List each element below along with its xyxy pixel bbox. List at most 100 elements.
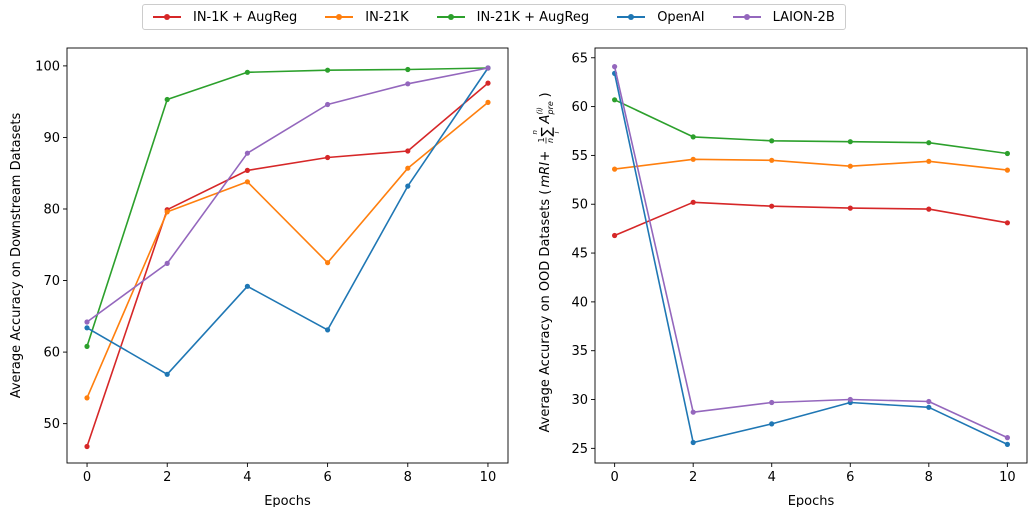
legend-label: OpenAI	[657, 9, 705, 25]
y-tick-label: 50	[571, 198, 588, 213]
y-tick-label: 80	[43, 202, 60, 217]
data-point	[690, 134, 696, 140]
ood-accuracy-chart: 0 2 4 6 8 10 25 30 35 40 45 50 55 60 65 Epochs Average A…	[531, 47, 1028, 507]
legend-label: IN-21K + AugReg	[476, 9, 590, 25]
y-label-plus: +	[538, 151, 553, 162]
data-point	[926, 140, 932, 146]
y-label-frac-num: 1	[537, 137, 546, 142]
data-point	[84, 443, 90, 450]
legend-swatch	[615, 11, 647, 23]
data-point	[1004, 220, 1011, 226]
data-point	[405, 183, 411, 189]
y-label-mri: mRI	[538, 162, 553, 188]
data-point	[325, 154, 331, 161]
data-point	[847, 205, 853, 211]
x-tick-label: 6	[323, 470, 331, 485]
y-axis-label: Average Accuracy on OOD Datasets (mRI + …	[531, 92, 561, 432]
data-point	[485, 65, 491, 71]
series-line	[614, 158, 1008, 171]
data-point	[1004, 167, 1011, 173]
data-point	[325, 67, 331, 73]
data-point	[690, 156, 696, 162]
plot-frame	[66, 47, 509, 464]
legend-label: IN-1K + AugReg	[193, 9, 298, 25]
series-line	[86, 82, 489, 447]
x-tick-label: 10	[999, 470, 1016, 485]
legend-item: IN-21K	[323, 9, 409, 25]
series-line	[86, 67, 489, 323]
series-line	[614, 99, 1008, 155]
data-point	[244, 150, 250, 156]
data-point	[244, 179, 250, 185]
data-point	[84, 343, 90, 349]
y-tick-label: 35	[571, 344, 588, 359]
data-point	[1004, 435, 1011, 441]
data-point	[164, 260, 170, 266]
legend-item: LAION-2B	[731, 10, 835, 25]
data-point	[485, 80, 491, 86]
y-label-a: A	[538, 115, 553, 125]
data-point	[485, 99, 491, 105]
data-point	[769, 138, 775, 144]
y-label-a-sup: (i)	[536, 107, 544, 115]
data-point	[325, 260, 331, 266]
data-point	[1004, 441, 1011, 447]
series-line	[86, 101, 489, 399]
y-tick-label: 45	[571, 247, 588, 262]
data-point	[244, 283, 250, 289]
data-point	[769, 421, 775, 427]
y-tick-label: 60	[43, 346, 60, 361]
data-point	[690, 439, 696, 446]
y-label-sum-bottom: i	[553, 132, 561, 134]
data-point	[164, 96, 170, 103]
data-point	[847, 396, 853, 403]
data-point	[769, 157, 775, 163]
data-point	[612, 166, 618, 172]
data-point	[769, 399, 775, 406]
legend-label: LAION-2B	[772, 9, 835, 25]
legend-swatch	[323, 11, 355, 23]
data-point	[847, 163, 853, 169]
y-label-text: Average Accuracy on OOD Datasets (	[538, 190, 553, 433]
data-point	[847, 139, 853, 145]
x-axis-label: Epochs	[264, 494, 311, 507]
data-point	[690, 409, 696, 415]
data-point	[325, 327, 331, 333]
x-tick-label: 2	[689, 470, 697, 485]
data-point	[84, 325, 90, 331]
x-tick-label: 4	[768, 470, 776, 485]
series-line	[86, 67, 489, 376]
y-tick-label: 50	[43, 417, 60, 432]
y-tick-label: 55	[571, 149, 588, 164]
x-tick-label: 2	[163, 470, 171, 485]
x-tick-label: 4	[243, 470, 251, 485]
data-point	[84, 319, 90, 325]
data-point	[405, 81, 411, 87]
data-point	[926, 398, 932, 405]
data-point	[926, 404, 932, 410]
y-tick-label: 60	[571, 100, 588, 115]
legend-item: IN-1K + AugReg	[151, 10, 297, 25]
data-point	[612, 64, 618, 70]
data-point	[244, 69, 250, 75]
series-line	[86, 67, 489, 347]
data-point	[164, 371, 170, 377]
data-point	[405, 148, 411, 154]
x-tick-label: 0	[610, 470, 618, 485]
legend-item: OpenAI	[615, 9, 705, 25]
data-point	[244, 167, 250, 173]
x-tick-label: 8	[925, 470, 933, 485]
y-tick-label: 100	[35, 59, 60, 74]
data-point	[84, 395, 90, 401]
y-label-close: )	[538, 92, 553, 97]
series-line	[614, 201, 1008, 237]
y-axis-label: Average Accuracy on Downstream Datasets	[9, 113, 24, 399]
legend-item: IN-21K + AugReg	[435, 9, 590, 25]
y-tick-label: 90	[43, 131, 60, 146]
data-point	[926, 206, 932, 212]
data-point	[405, 66, 411, 73]
legend-label: IN-21K	[365, 9, 409, 25]
y-label-a-sub: pre	[546, 101, 555, 115]
series-line	[613, 73, 1008, 446]
